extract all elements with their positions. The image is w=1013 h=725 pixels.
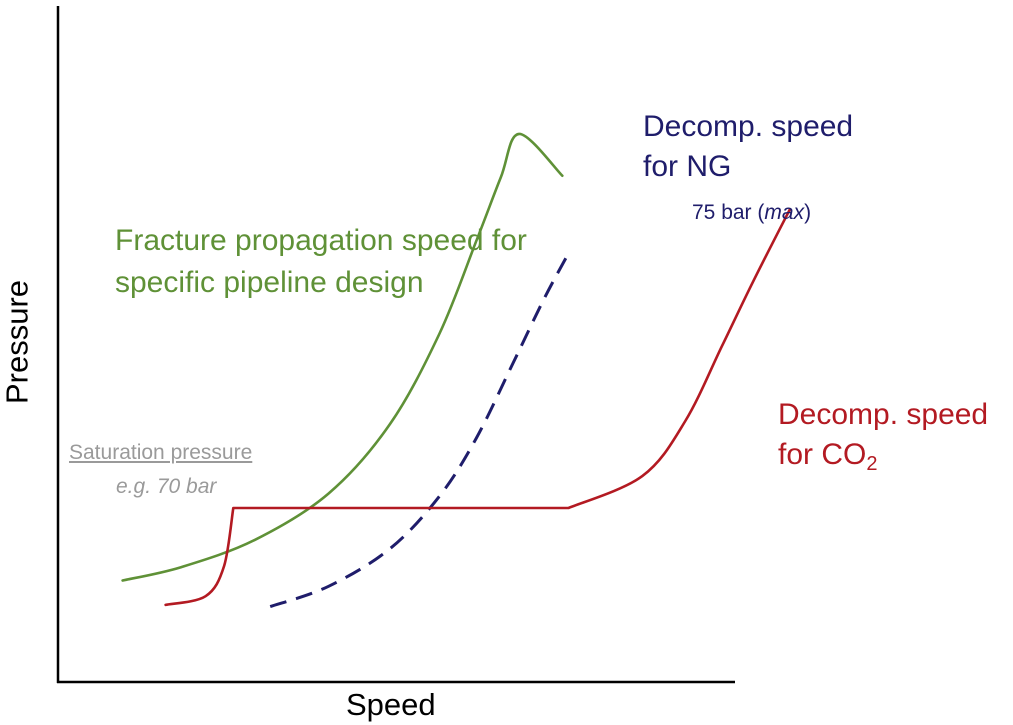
ng-max-value: 75 bar	[692, 201, 752, 224]
series-line-ng	[269, 254, 569, 609]
x-axis-label: Speed	[346, 687, 436, 722]
ng-max-pressure-annotation: 75 bar (max)	[692, 200, 811, 225]
ng-label-line2: for NG	[643, 150, 732, 183]
series-line-co2	[164, 208, 792, 607]
co2-series-label: Decomp. speed for CO2	[778, 395, 988, 475]
co2-label-subscript: 2	[866, 453, 878, 475]
series-line-fracture	[121, 132, 564, 582]
fracture-series-label: Fracture propagation speed for specific …	[115, 220, 527, 304]
y-axis-label: Pressure	[0, 279, 35, 405]
ng-max-word: max	[764, 201, 805, 224]
saturation-example-label: e.g. 70 bar	[116, 475, 217, 498]
ng-label-line1: Decomp. speed	[643, 110, 854, 143]
ng-series-label: Decomp. speed for NG	[643, 107, 853, 187]
series-layer	[121, 132, 792, 609]
co2-label-line1: Decomp. speed	[778, 398, 989, 431]
saturation-pressure-label: Saturation pressure	[69, 441, 253, 464]
ng-max-rparen: )	[804, 201, 812, 224]
co2-label-line2: for CO2	[778, 435, 988, 475]
ng-max-lparen: (	[757, 201, 765, 224]
fracture-label-line2: specific pipeline design	[115, 266, 424, 299]
fracture-label-line1: Fracture propagation speed for	[115, 224, 527, 257]
co2-label-prefix: for CO	[778, 438, 867, 471]
